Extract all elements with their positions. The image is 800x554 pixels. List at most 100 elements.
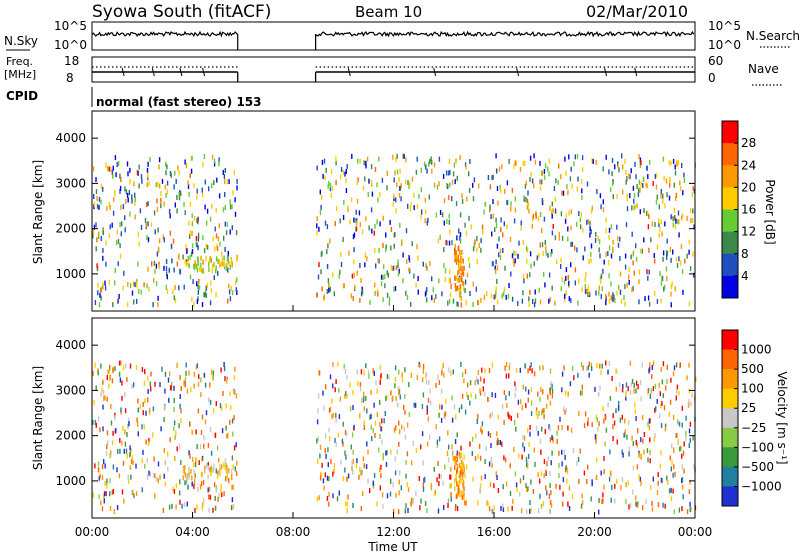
velocity-echo-point — [526, 487, 528, 493]
power-echo-point — [398, 176, 400, 182]
velocity-echo-point — [629, 389, 632, 395]
power-echo-point — [218, 193, 221, 199]
velocity-echo-point — [209, 382, 211, 388]
power-echo-point — [166, 164, 168, 170]
power-echo-point — [221, 251, 223, 257]
power-echo-point — [430, 156, 432, 162]
velocity-echo-point — [200, 481, 203, 487]
power-echo-point — [652, 181, 654, 186]
power-echo-point — [129, 283, 132, 288]
power-echo-point — [439, 234, 441, 240]
velocity-echo-point — [505, 395, 507, 401]
velocity-echo-point — [542, 365, 544, 371]
power-echo-point — [662, 256, 664, 262]
power-echo-point — [370, 164, 373, 170]
velocity-echo-point — [439, 404, 441, 410]
power-echo-point — [119, 188, 121, 194]
power-echo-point — [632, 185, 635, 191]
power-echo-point — [209, 216, 212, 222]
power-echo-point — [433, 297, 435, 303]
power-echo-point — [614, 298, 616, 303]
velocity-echo-point — [571, 365, 574, 371]
power-echo-point — [500, 227, 502, 233]
velocity-echo-point — [193, 383, 195, 389]
power-echo-point — [395, 208, 397, 214]
power-echo-point — [374, 248, 376, 253]
power-echo-point — [353, 232, 356, 238]
power-echo-point — [226, 222, 228, 228]
power-echo-point — [326, 289, 328, 294]
power-echo-point — [364, 252, 366, 258]
velocity-echo-point — [501, 441, 503, 447]
power-echo-point — [442, 173, 445, 179]
velocity-echo-point — [674, 471, 676, 477]
velocity-echo-point — [135, 491, 138, 497]
velocity-echo-point — [232, 464, 234, 470]
power-echo-point — [614, 164, 616, 170]
power-colorbar-tick-label: 4 — [741, 269, 749, 283]
power-echo-point — [586, 181, 589, 187]
velocity-echo-point — [225, 375, 227, 381]
velocity-echo-point — [661, 379, 664, 385]
power-echo-point — [120, 177, 122, 183]
power-echo-point — [191, 249, 194, 255]
power-echo-point — [357, 158, 359, 164]
power-echo-point — [461, 270, 464, 275]
power-echo-point — [102, 230, 104, 236]
velocity-echo-point — [198, 374, 200, 380]
velocity-echo-point — [163, 417, 165, 422]
power-echo-point — [608, 245, 611, 251]
power-echo-point — [564, 296, 566, 302]
velocity-echo-point — [561, 424, 563, 430]
velocity-echo-point — [549, 471, 551, 477]
velocity-echo-point — [232, 504, 235, 510]
power-echo-point — [551, 213, 553, 219]
velocity-echo-point — [214, 432, 217, 438]
freq-tick-bottom: 8 — [66, 71, 74, 85]
power-echo-point — [163, 237, 165, 243]
power-echo-point — [147, 161, 149, 167]
power-echo-point — [673, 207, 676, 213]
velocity-echo-point — [570, 427, 573, 433]
velocity-echo-point — [379, 364, 381, 370]
velocity-echo-point — [490, 443, 492, 449]
velocity-echo-point — [622, 384, 624, 389]
velocity-echo-point — [381, 439, 383, 445]
velocity-echo-point — [420, 498, 422, 504]
power-echo-point — [98, 234, 100, 240]
power-echo-point — [681, 269, 684, 275]
velocity-echo-point — [104, 481, 106, 486]
velocity-echo-point — [657, 502, 660, 508]
power-echo-point — [472, 302, 474, 307]
velocity-echo-point — [502, 404, 504, 410]
power-echo-point — [632, 260, 634, 266]
velocity-echo-point — [513, 420, 516, 425]
power-echo-point — [601, 286, 603, 292]
velocity-echo-point — [479, 488, 481, 494]
velocity-echo-point — [679, 363, 681, 369]
power-echo-point — [154, 268, 156, 274]
power-echo-point — [484, 201, 486, 207]
velocity-echo-point — [635, 416, 637, 421]
power-echo-point — [610, 253, 613, 259]
velocity-echo-point — [170, 385, 172, 391]
velocity-echo-point — [104, 463, 106, 469]
power-echo-point — [377, 197, 379, 203]
velocity-echo-point — [168, 371, 171, 377]
power-echo-point — [658, 204, 660, 210]
velocity-echo-point — [491, 411, 493, 417]
power-echo-point — [92, 166, 95, 172]
power-echo-point — [472, 182, 474, 188]
velocity-echo-point — [600, 369, 602, 375]
power-echo-point — [588, 290, 590, 296]
power-echo-point — [374, 290, 376, 296]
power-echo-point — [202, 235, 204, 241]
velocity-echo-point — [422, 392, 425, 398]
power-echo-point — [383, 264, 385, 270]
velocity-echo-point — [451, 450, 454, 456]
time-axis-tick-label: 12:00 — [376, 525, 411, 539]
power-echo-point — [580, 178, 583, 184]
velocity-echo-point — [185, 371, 187, 376]
velocity-echo-point — [426, 508, 428, 514]
velocity-echo-point — [522, 475, 525, 481]
